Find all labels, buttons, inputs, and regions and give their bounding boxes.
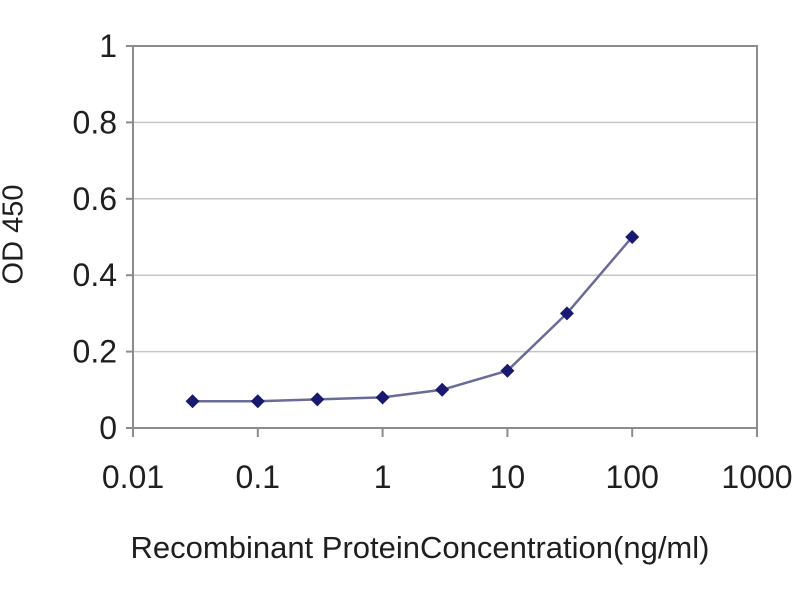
data-point-marker xyxy=(625,230,640,244)
data-point-marker xyxy=(500,363,515,378)
data-point-marker xyxy=(435,382,450,397)
series-line xyxy=(192,236,634,403)
x-tick-label: 0.01 xyxy=(102,459,164,495)
y-tick-label: 0.4 xyxy=(73,257,117,293)
axis-ticks-group xyxy=(126,45,758,437)
y-tick-label: 0 xyxy=(99,410,117,446)
x-axis-title: Recombinant ProteinConcentration(ng/ml) xyxy=(130,530,710,565)
data-point-marker xyxy=(559,306,574,321)
x-tick-label: 1 xyxy=(374,459,392,495)
data-series-group xyxy=(185,230,640,409)
data-point-marker xyxy=(250,394,265,409)
y-axis-title: OD 450 xyxy=(0,184,30,285)
y-tick-label: 0.2 xyxy=(73,334,117,370)
tick-labels-group: 0 0.2 0.4 0.6 0.8 1 0.01 0.1 1 10 100 1000 xyxy=(73,28,793,495)
x-tick-label: 1000 xyxy=(721,459,792,495)
y-tick-label: 1 xyxy=(99,28,117,64)
y-tick-label: 0.6 xyxy=(73,181,117,217)
x-tick-label: 0.1 xyxy=(236,459,280,495)
x-tick-label: 100 xyxy=(606,459,659,495)
y-tick-label: 0.8 xyxy=(73,104,117,140)
data-point-marker xyxy=(310,392,325,407)
plot-area xyxy=(132,45,758,429)
x-tick-label: 10 xyxy=(490,459,526,495)
data-point-marker xyxy=(185,394,200,409)
gridlines-group xyxy=(133,121,757,353)
data-point-marker xyxy=(375,390,390,405)
